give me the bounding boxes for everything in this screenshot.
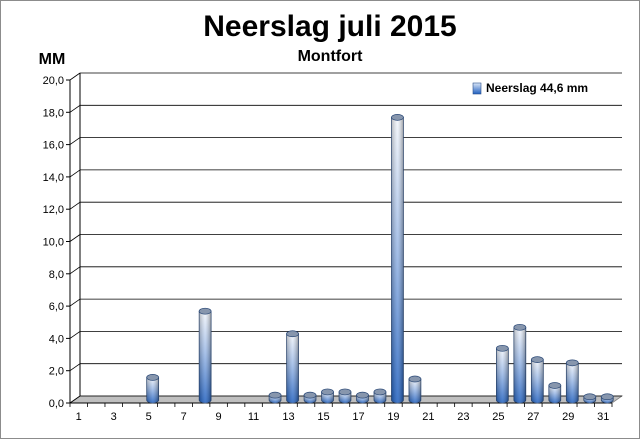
bar: [496, 344, 509, 404]
y-axis-ticks: 0,0 2,0 4,0 6,0 8,0 10,0 12,0 14,0 16,0 18,0 20,0: [43, 75, 70, 410]
bar: [146, 374, 160, 404]
bar-shade: [531, 359, 544, 404]
bar: [356, 391, 369, 404]
bar-shade: [286, 333, 299, 404]
bar-top: [338, 388, 352, 396]
bar: [198, 307, 212, 404]
y-tick-label: 8,0: [49, 269, 64, 281]
y-tick-label: 2,0: [49, 366, 64, 378]
bar-top: [268, 391, 282, 399]
y-tick-label: 0,0: [49, 398, 64, 410]
gridline-diag: [69, 331, 81, 339]
bar: [303, 391, 317, 404]
y-axis-label: MM: [39, 51, 66, 68]
x-tick-label: 3: [111, 411, 117, 423]
bar-shade: [146, 377, 159, 404]
x-tick-label: 15: [317, 411, 329, 423]
gridline-diag: [69, 363, 81, 372]
x-tick-label: 1: [76, 411, 82, 423]
x-axis-ticks: 1 3 5 7 9 11 13 15 17 19 21 23 25 27 29 31: [69, 403, 613, 423]
x-tick-label: 13: [282, 411, 294, 423]
bar-top: [356, 391, 369, 399]
bar-top: [303, 391, 317, 399]
x-tick-label: 27: [527, 411, 539, 423]
bar-top: [373, 388, 387, 396]
bar: [391, 114, 404, 404]
bar: [513, 323, 527, 404]
x-tick-label: 17: [352, 411, 364, 423]
bar-top: [600, 393, 614, 401]
bar-top: [565, 359, 579, 367]
bar-shade: [496, 348, 509, 404]
gridline-diag: [69, 298, 81, 307]
x-tick-label: 29: [562, 411, 574, 423]
x-tick-label: 11: [248, 411, 259, 423]
gridline-diag: [69, 395, 81, 404]
bar-top: [146, 374, 160, 381]
x-tick-label: 19: [387, 411, 399, 423]
bar-top: [391, 114, 404, 121]
gridline-diag: [69, 137, 81, 145]
gridline-diag: [69, 104, 81, 113]
bar-top: [583, 393, 597, 401]
y-tick-label: 18,0: [43, 107, 64, 119]
bar: [338, 388, 352, 404]
chart-title: Neerslag juli 2015: [203, 10, 456, 43]
legend-label: Neerslag 44,6 mm: [486, 81, 588, 95]
y-tick-label: 16,0: [43, 140, 64, 152]
legend-box: [467, 75, 613, 101]
x-tick-label: 21: [422, 411, 434, 423]
y-tick-label: 4,0: [49, 333, 64, 345]
gridline-diag: [69, 169, 81, 178]
x-tick-label: 5: [146, 411, 152, 423]
chart-subtitle: Montfort: [298, 48, 364, 65]
y-tick-label: 20,0: [43, 75, 64, 87]
x-tick-label: 25: [492, 411, 504, 423]
bar-top: [530, 356, 544, 363]
bar-top: [198, 307, 212, 315]
grid: [68, 72, 624, 404]
bar-shade: [199, 311, 212, 404]
bar: [268, 391, 282, 404]
bar: [373, 388, 387, 404]
x-tick-label: 31: [597, 411, 609, 423]
x-tick-label: 9: [216, 411, 222, 423]
bar-shade: [548, 385, 561, 404]
bar: [583, 393, 597, 404]
bar-shade: [408, 379, 421, 404]
bar-shade: [513, 327, 526, 404]
legend-swatch: [472, 82, 482, 95]
gridline-diag: [69, 266, 81, 275]
bar: [600, 393, 614, 404]
bar-top: [548, 382, 562, 389]
bars: [146, 114, 614, 404]
gridline-diag: [69, 234, 81, 242]
y-tick-label: 6,0: [49, 301, 64, 313]
x-tick-label: 7: [181, 411, 187, 423]
bar: [530, 356, 544, 404]
bar: [408, 375, 422, 404]
y-tick-label: 10,0: [43, 237, 64, 249]
bar-top: [286, 330, 299, 338]
bar-top: [496, 344, 509, 352]
bar-top: [408, 375, 422, 383]
legend: Neerslag 44,6 mm: [467, 75, 613, 101]
gridline-diag: [69, 72, 81, 81]
bar: [548, 382, 562, 404]
bar: [565, 359, 579, 404]
bar-top: [321, 388, 334, 396]
bar: [286, 330, 299, 404]
bar-top: [513, 323, 527, 331]
bar-shade: [391, 117, 404, 404]
bar-shade: [566, 362, 579, 404]
bar: [321, 388, 334, 404]
x-tick-label: 23: [457, 411, 469, 423]
y-tick-label: 14,0: [43, 172, 64, 184]
gridline-diag: [69, 201, 81, 210]
y-tick-label: 12,0: [43, 204, 64, 216]
